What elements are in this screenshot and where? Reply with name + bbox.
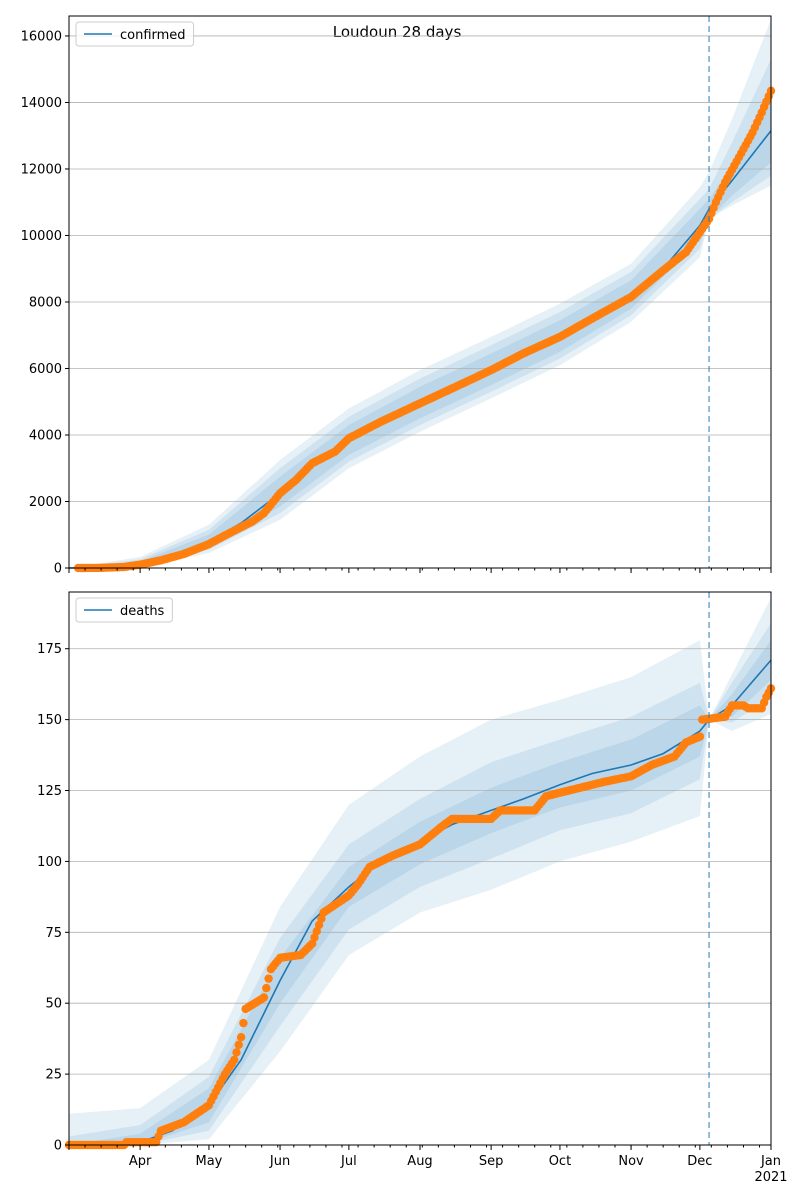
observed-point — [230, 1055, 239, 1065]
x-tick-label: Jun — [269, 1154, 290, 1169]
y-tick-label: 125 — [37, 784, 62, 799]
observed-point — [239, 1018, 248, 1028]
y-tick-label: 10000 — [21, 229, 62, 244]
y-tick-label: 0 — [54, 1139, 62, 1154]
confirmed-panel: 0 2000 4000 6000 8000 10000 12000 14000 16000 co… — [21, 15, 776, 577]
legend-box — [75, 597, 173, 623]
x-tick-label: Sep — [479, 1154, 504, 1169]
axes-frame — [68, 15, 772, 569]
uncertainty-band — [69, 95, 771, 569]
y-tick-label: 175 — [37, 642, 62, 657]
y-tick-label: 12000 — [21, 162, 62, 177]
uncertainty-band — [69, 19, 771, 569]
observed-point — [308, 939, 317, 948]
x-tick-label: Apr — [129, 1154, 152, 1169]
uncertainty-band — [69, 59, 771, 568]
grid-layer — [69, 35, 771, 569]
x-tick-label: Oct — [549, 1154, 571, 1169]
uncertainty-band — [69, 640, 771, 1145]
x-axis — [68, 568, 772, 573]
observed-points — [74, 86, 776, 573]
bands-layer — [69, 597, 771, 1145]
x-tick-sublabel: 2021 — [754, 1170, 787, 1185]
x-tick-label: Jul — [340, 1154, 357, 1169]
x-tick-label: Jan — [760, 1154, 781, 1169]
deaths-panel: 0 25 50 75 100 125 150 175 Apr May Jun Jul Aug Sep Oc… — [37, 591, 788, 1185]
legend-label: deaths — [120, 604, 165, 619]
y-tick-label: 4000 — [29, 428, 62, 443]
y-axis: 0 25 50 75 100 125 150 175 — [37, 642, 69, 1154]
observed-point — [312, 927, 321, 936]
figure-title: Loudoun 28 days — [333, 23, 462, 41]
observed-points — [64, 684, 776, 1150]
y-tick-label: 2000 — [29, 495, 62, 510]
legend-box — [75, 21, 195, 47]
legend-label: confirmed — [120, 28, 186, 43]
observed-point — [232, 1048, 241, 1057]
observed-point — [262, 983, 271, 993]
x-tick-label: Nov — [618, 1154, 644, 1169]
model-line — [68, 130, 772, 569]
y-tick-label: 0 — [54, 562, 62, 577]
observed-point — [695, 732, 705, 741]
y-tick-label: 50 — [45, 997, 62, 1012]
y-tick-label: 6000 — [29, 362, 62, 377]
legend: deaths — [75, 597, 173, 623]
x-tick-label: May — [195, 1154, 222, 1169]
observed-point — [264, 974, 273, 983]
x-tick-label: Dec — [687, 1154, 712, 1169]
y-tick-label: 25 — [45, 1068, 62, 1083]
y-tick-label: 8000 — [29, 295, 62, 310]
y-tick-label: 14000 — [21, 96, 62, 111]
legend: confirmed — [75, 21, 195, 47]
uncertainty-band — [69, 623, 771, 1145]
y-tick-label: 75 — [45, 926, 62, 941]
observed-point — [234, 1040, 243, 1050]
x-tick-label: Aug — [407, 1154, 432, 1169]
y-tick-label: 100 — [37, 855, 62, 870]
y-tick-label: 16000 — [21, 29, 62, 44]
bands-layer — [69, 19, 771, 569]
observed-point — [259, 993, 269, 1002]
y-tick-label: 150 — [37, 713, 62, 728]
y-axis: 0 2000 4000 6000 8000 10000 12000 14000 16000 — [21, 29, 69, 577]
observed-point — [236, 1033, 246, 1042]
